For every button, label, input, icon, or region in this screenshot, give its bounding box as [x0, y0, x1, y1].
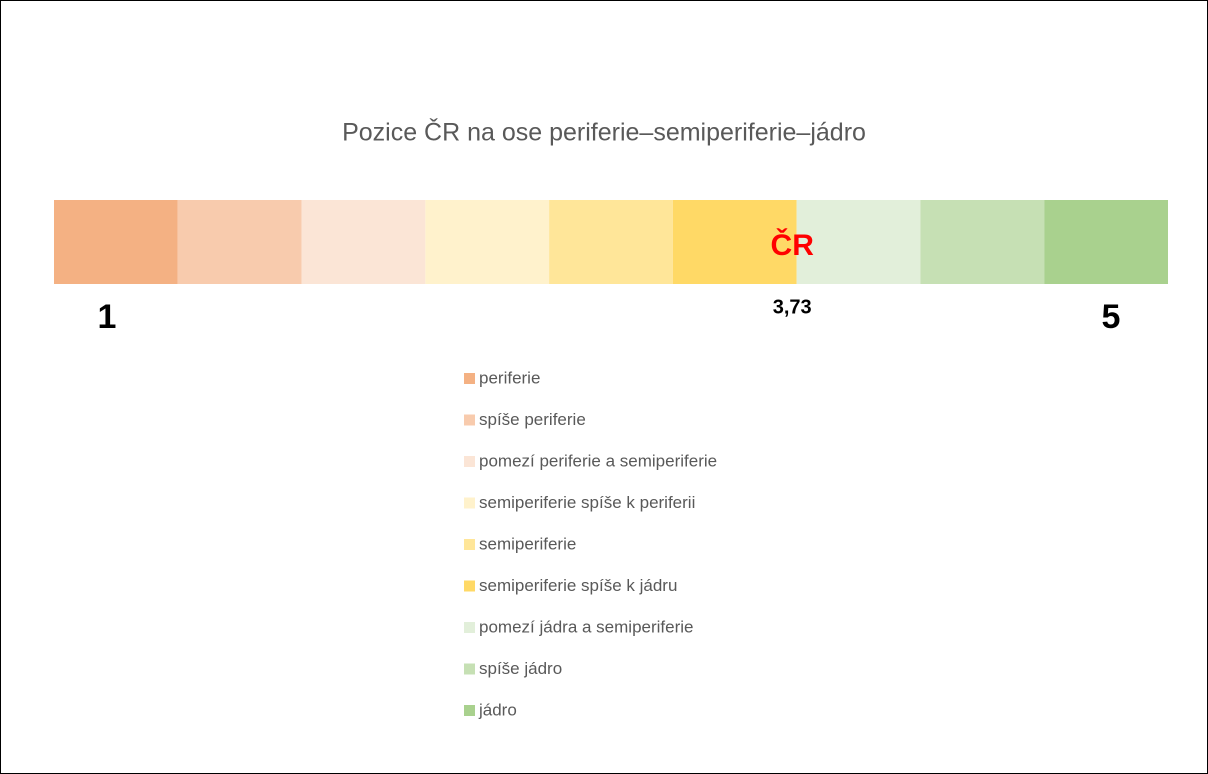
legend-swatch [464, 373, 475, 384]
chart-title: Pozice ČR na ose periferie–semiperiferie… [342, 118, 866, 147]
legend-swatch [464, 580, 475, 592]
legend-label: spíše periferie [479, 410, 586, 429]
legend-label: semiperiferie spíše k periferii [479, 493, 695, 512]
legend-label: pomezí jádra a semiperiferie [479, 617, 693, 636]
bar-segment [672, 200, 797, 284]
legend-swatch [464, 539, 475, 550]
marker-label: 3,73 [773, 296, 812, 318]
legend-swatch [464, 414, 475, 426]
bar-segment [796, 200, 921, 284]
bar-segment [177, 200, 302, 284]
legend-label: spíše jádro [479, 659, 562, 678]
bar-segment [301, 200, 426, 284]
bar-segment [425, 200, 550, 284]
scale-tick-label: 1 [98, 298, 117, 336]
legend-swatch [464, 622, 475, 633]
legend-swatch [464, 663, 475, 675]
legend-swatch [464, 705, 475, 716]
bar-segment [54, 200, 178, 284]
scale-tick-label: 5 [1102, 298, 1121, 336]
legend-label: semiperiferie [479, 534, 576, 553]
legend-label: periferie [479, 368, 540, 387]
legend-label: jádro [478, 700, 517, 719]
legend-label: semiperiferie spíše k jádru [479, 576, 677, 595]
bar-segment [549, 200, 673, 284]
bar-segment [920, 200, 1045, 284]
legend-label: pomezí periferie a semiperiferie [479, 451, 717, 470]
legend-swatch [464, 456, 475, 467]
legend-swatch [464, 497, 475, 509]
marker-name: ČR [771, 228, 815, 262]
bar-segment [1044, 200, 1168, 284]
